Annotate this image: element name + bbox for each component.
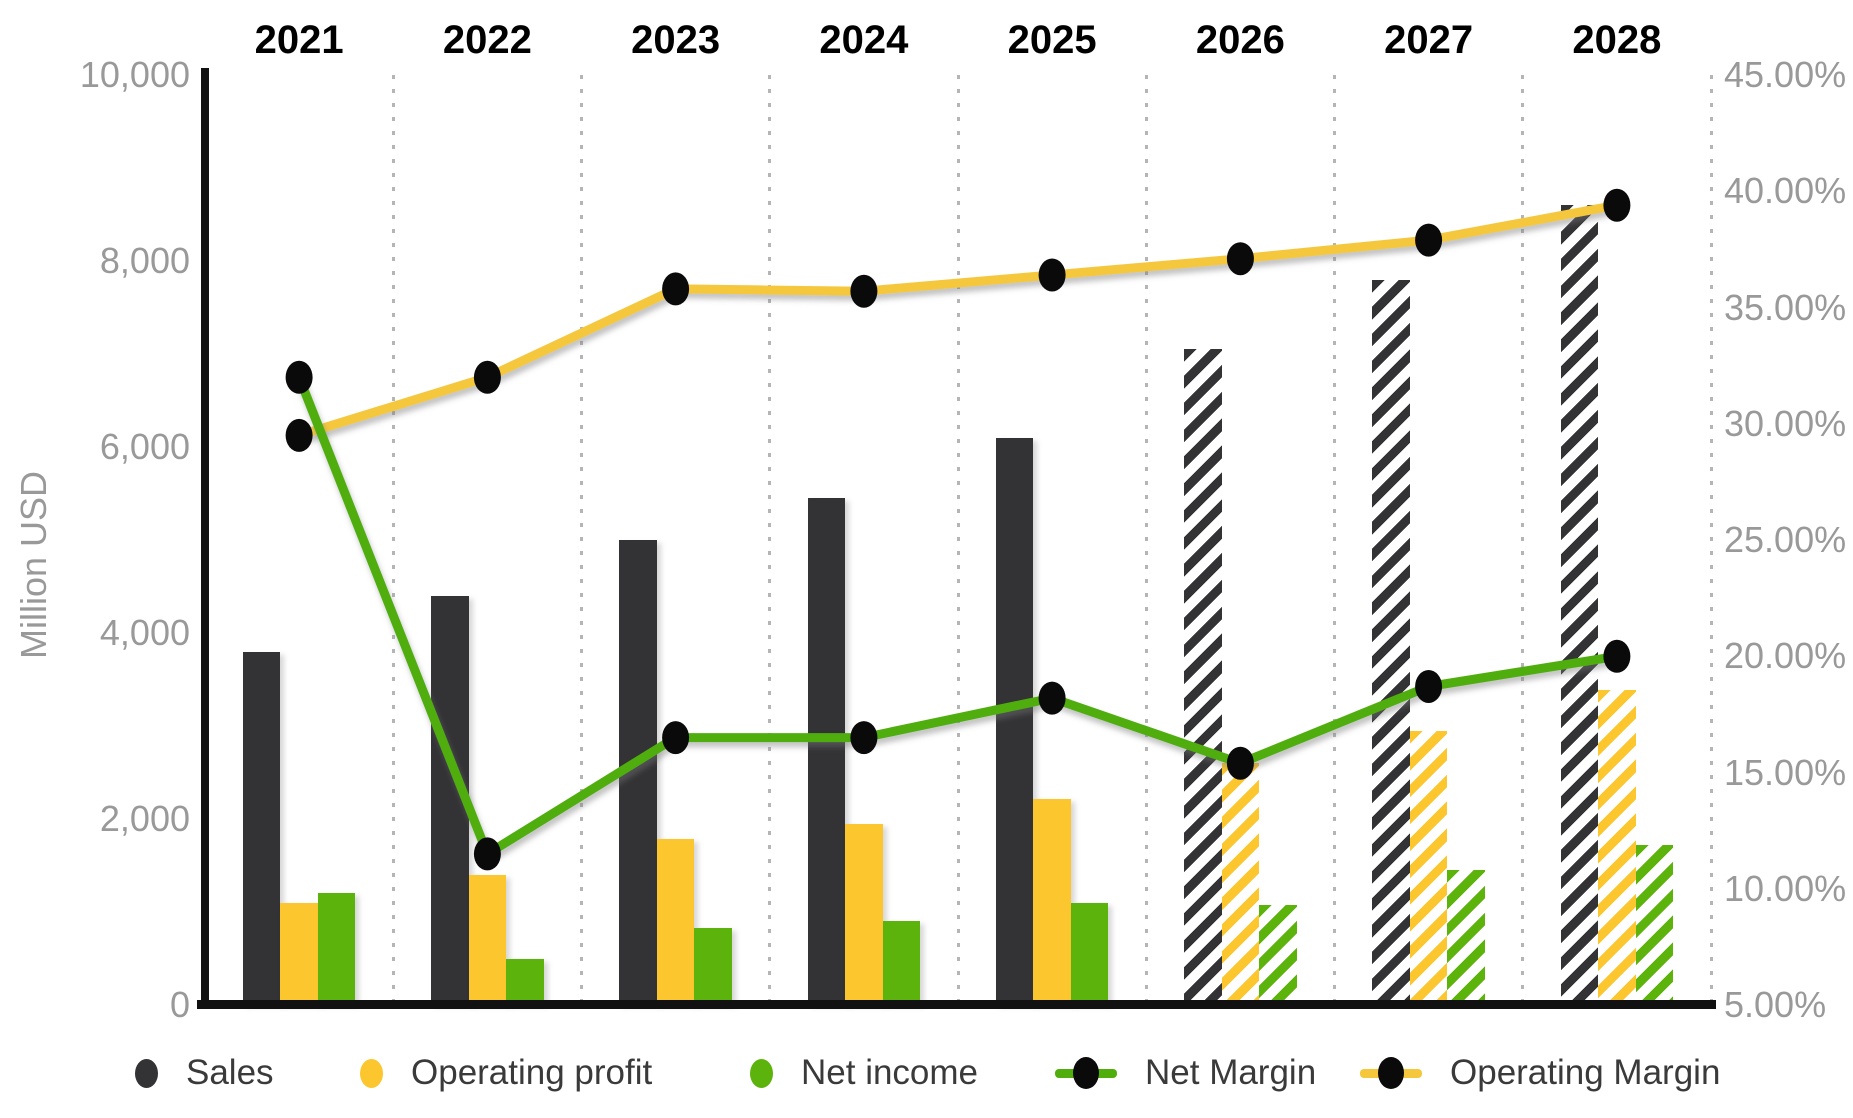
bar-sales-2025 — [995, 437, 1034, 1004]
bar-sales-2028 — [1560, 205, 1599, 1004]
legend-item-sales: Sales — [135, 1042, 274, 1104]
vertical-gridline — [768, 75, 772, 1005]
net-margin-marker-2024 — [850, 721, 878, 755]
vertical-gridline — [391, 75, 395, 1005]
net-margin-marker-2027 — [1415, 670, 1443, 703]
bar-sales-2027 — [1372, 279, 1410, 1004]
year-label-2021: 2021 — [254, 18, 344, 62]
legend-label-net-income: Net income — [801, 1053, 979, 1092]
chart-legend: Sales Operating profit Net income Net Margi… — [0, 1042, 1853, 1104]
bar-sales-2026 — [1184, 349, 1222, 1004]
net-income-dot-icon — [750, 1058, 773, 1088]
left-axis-tick-8,000: 8,000 — [99, 240, 190, 281]
vertical-gridline — [1709, 75, 1713, 1005]
right-axis-tick-15.00%: 15.00% — [1724, 751, 1847, 793]
legend-label-operating-profit: Operating profit — [411, 1053, 653, 1092]
x-axis-line — [197, 1000, 1716, 1009]
year-label-2026: 2026 — [1195, 18, 1285, 62]
vertical-gridline — [1333, 75, 1336, 1005]
left-axis-tick-10,000: 10,000 — [79, 54, 190, 95]
operating-margin-line-dot-icon — [1360, 1057, 1422, 1089]
operating-margin-marker-2025 — [1038, 258, 1066, 292]
net-margin-marker-icon — [1073, 1057, 1099, 1089]
legend-item-net-margin: Net Margin — [1055, 1042, 1316, 1104]
left-axis-tick-4,000: 4,000 — [99, 612, 190, 653]
year-label-2025: 2025 — [1007, 18, 1097, 62]
right-axis-tick-5.00%: 5.00% — [1724, 984, 1827, 1025]
bar-net-income-2026 — [1259, 904, 1297, 1004]
operating-margin-marker-2026 — [1226, 242, 1254, 276]
legend-item-operating-profit: Operating profit — [360, 1042, 652, 1104]
year-label-2024: 2024 — [819, 18, 909, 62]
net-margin-marker-2023 — [662, 721, 690, 755]
right-axis-tick-20.00%: 20.00% — [1724, 635, 1847, 677]
right-axis-tick-35.00%: 35.00% — [1724, 286, 1847, 328]
operating-margin-marker-2021 — [285, 418, 313, 452]
right-axis-tick-10.00%: 10.00% — [1724, 867, 1847, 909]
net-margin-marker-2025 — [1038, 681, 1066, 715]
vertical-gridline — [956, 75, 960, 1005]
year-label-2023: 2023 — [631, 18, 721, 62]
year-label-2027: 2027 — [1384, 18, 1474, 62]
y-axis-line — [201, 68, 209, 1009]
left-axis-tick-6,000: 6,000 — [99, 426, 190, 467]
vertical-gridline — [580, 75, 583, 1005]
left-axis-tick-2,000: 2,000 — [99, 798, 190, 839]
year-label-2022: 2022 — [442, 18, 532, 62]
vertical-gridline — [1521, 75, 1525, 1005]
right-axis-tick-45.00%: 45.00% — [1724, 54, 1847, 95]
bar-net-income-2028 — [1635, 845, 1674, 1004]
legend-label-sales: Sales — [186, 1053, 274, 1092]
net-margin-marker-2021 — [285, 360, 313, 394]
operating-margin-marker-2028 — [1603, 188, 1631, 222]
legend-label-net-margin: Net Margin — [1145, 1053, 1317, 1092]
vertical-gridline — [1144, 75, 1148, 1005]
net-margin-line-dot-icon — [1055, 1057, 1117, 1089]
bar-sales-2022 — [431, 595, 469, 1004]
operating-margin-marker-2022 — [473, 360, 501, 394]
net-margin-marker-2028 — [1603, 639, 1631, 673]
right-axis-tick-30.00%: 30.00% — [1724, 402, 1847, 444]
bar-sales-2021 — [242, 651, 281, 1004]
bar-net-income-2023 — [694, 928, 732, 1004]
bar-operating-profit-2028 — [1598, 689, 1636, 1004]
right-axis-tick-40.00%: 40.00% — [1724, 170, 1847, 212]
bar-net-income-2022 — [506, 958, 544, 1004]
legend-item-operating-margin: Operating Margin — [1360, 1042, 1720, 1104]
bar-sales-2024 — [807, 498, 846, 1004]
bar-net-income-2027 — [1447, 870, 1485, 1004]
operating-profit-dot-icon — [360, 1058, 383, 1088]
legend-label-operating-margin: Operating Margin — [1450, 1053, 1721, 1092]
legend-item-net-income: Net income — [750, 1042, 978, 1104]
bar-operating-profit-2025 — [1033, 798, 1071, 1004]
operating-margin-marker-icon — [1378, 1057, 1404, 1089]
sales-dot-icon — [135, 1058, 158, 1088]
operating-margin-marker-2024 — [850, 274, 878, 308]
bar-operating-profit-2027 — [1409, 730, 1448, 1004]
right-axis-tick-25.00%: 25.00% — [1724, 519, 1847, 560]
operating-margin-marker-2023 — [662, 272, 690, 306]
bar-net-income-2025 — [1070, 902, 1109, 1004]
bar-operating-profit-2024 — [845, 823, 883, 1004]
bar-operating-profit-2022 — [468, 874, 507, 1004]
bar-net-income-2021 — [317, 893, 356, 1004]
bar-sales-2023 — [619, 540, 657, 1004]
left-axis-tick-0: 0 — [169, 984, 190, 1025]
bar-operating-profit-2026 — [1221, 763, 1260, 1004]
bar-operating-profit-2023 — [656, 838, 695, 1004]
bar-operating-profit-2021 — [280, 902, 318, 1004]
net-margin-marker-2022 — [473, 837, 501, 871]
year-label-2028: 2028 — [1572, 18, 1662, 62]
bar-net-income-2024 — [882, 921, 921, 1004]
operating-margin-marker-2027 — [1415, 223, 1443, 257]
